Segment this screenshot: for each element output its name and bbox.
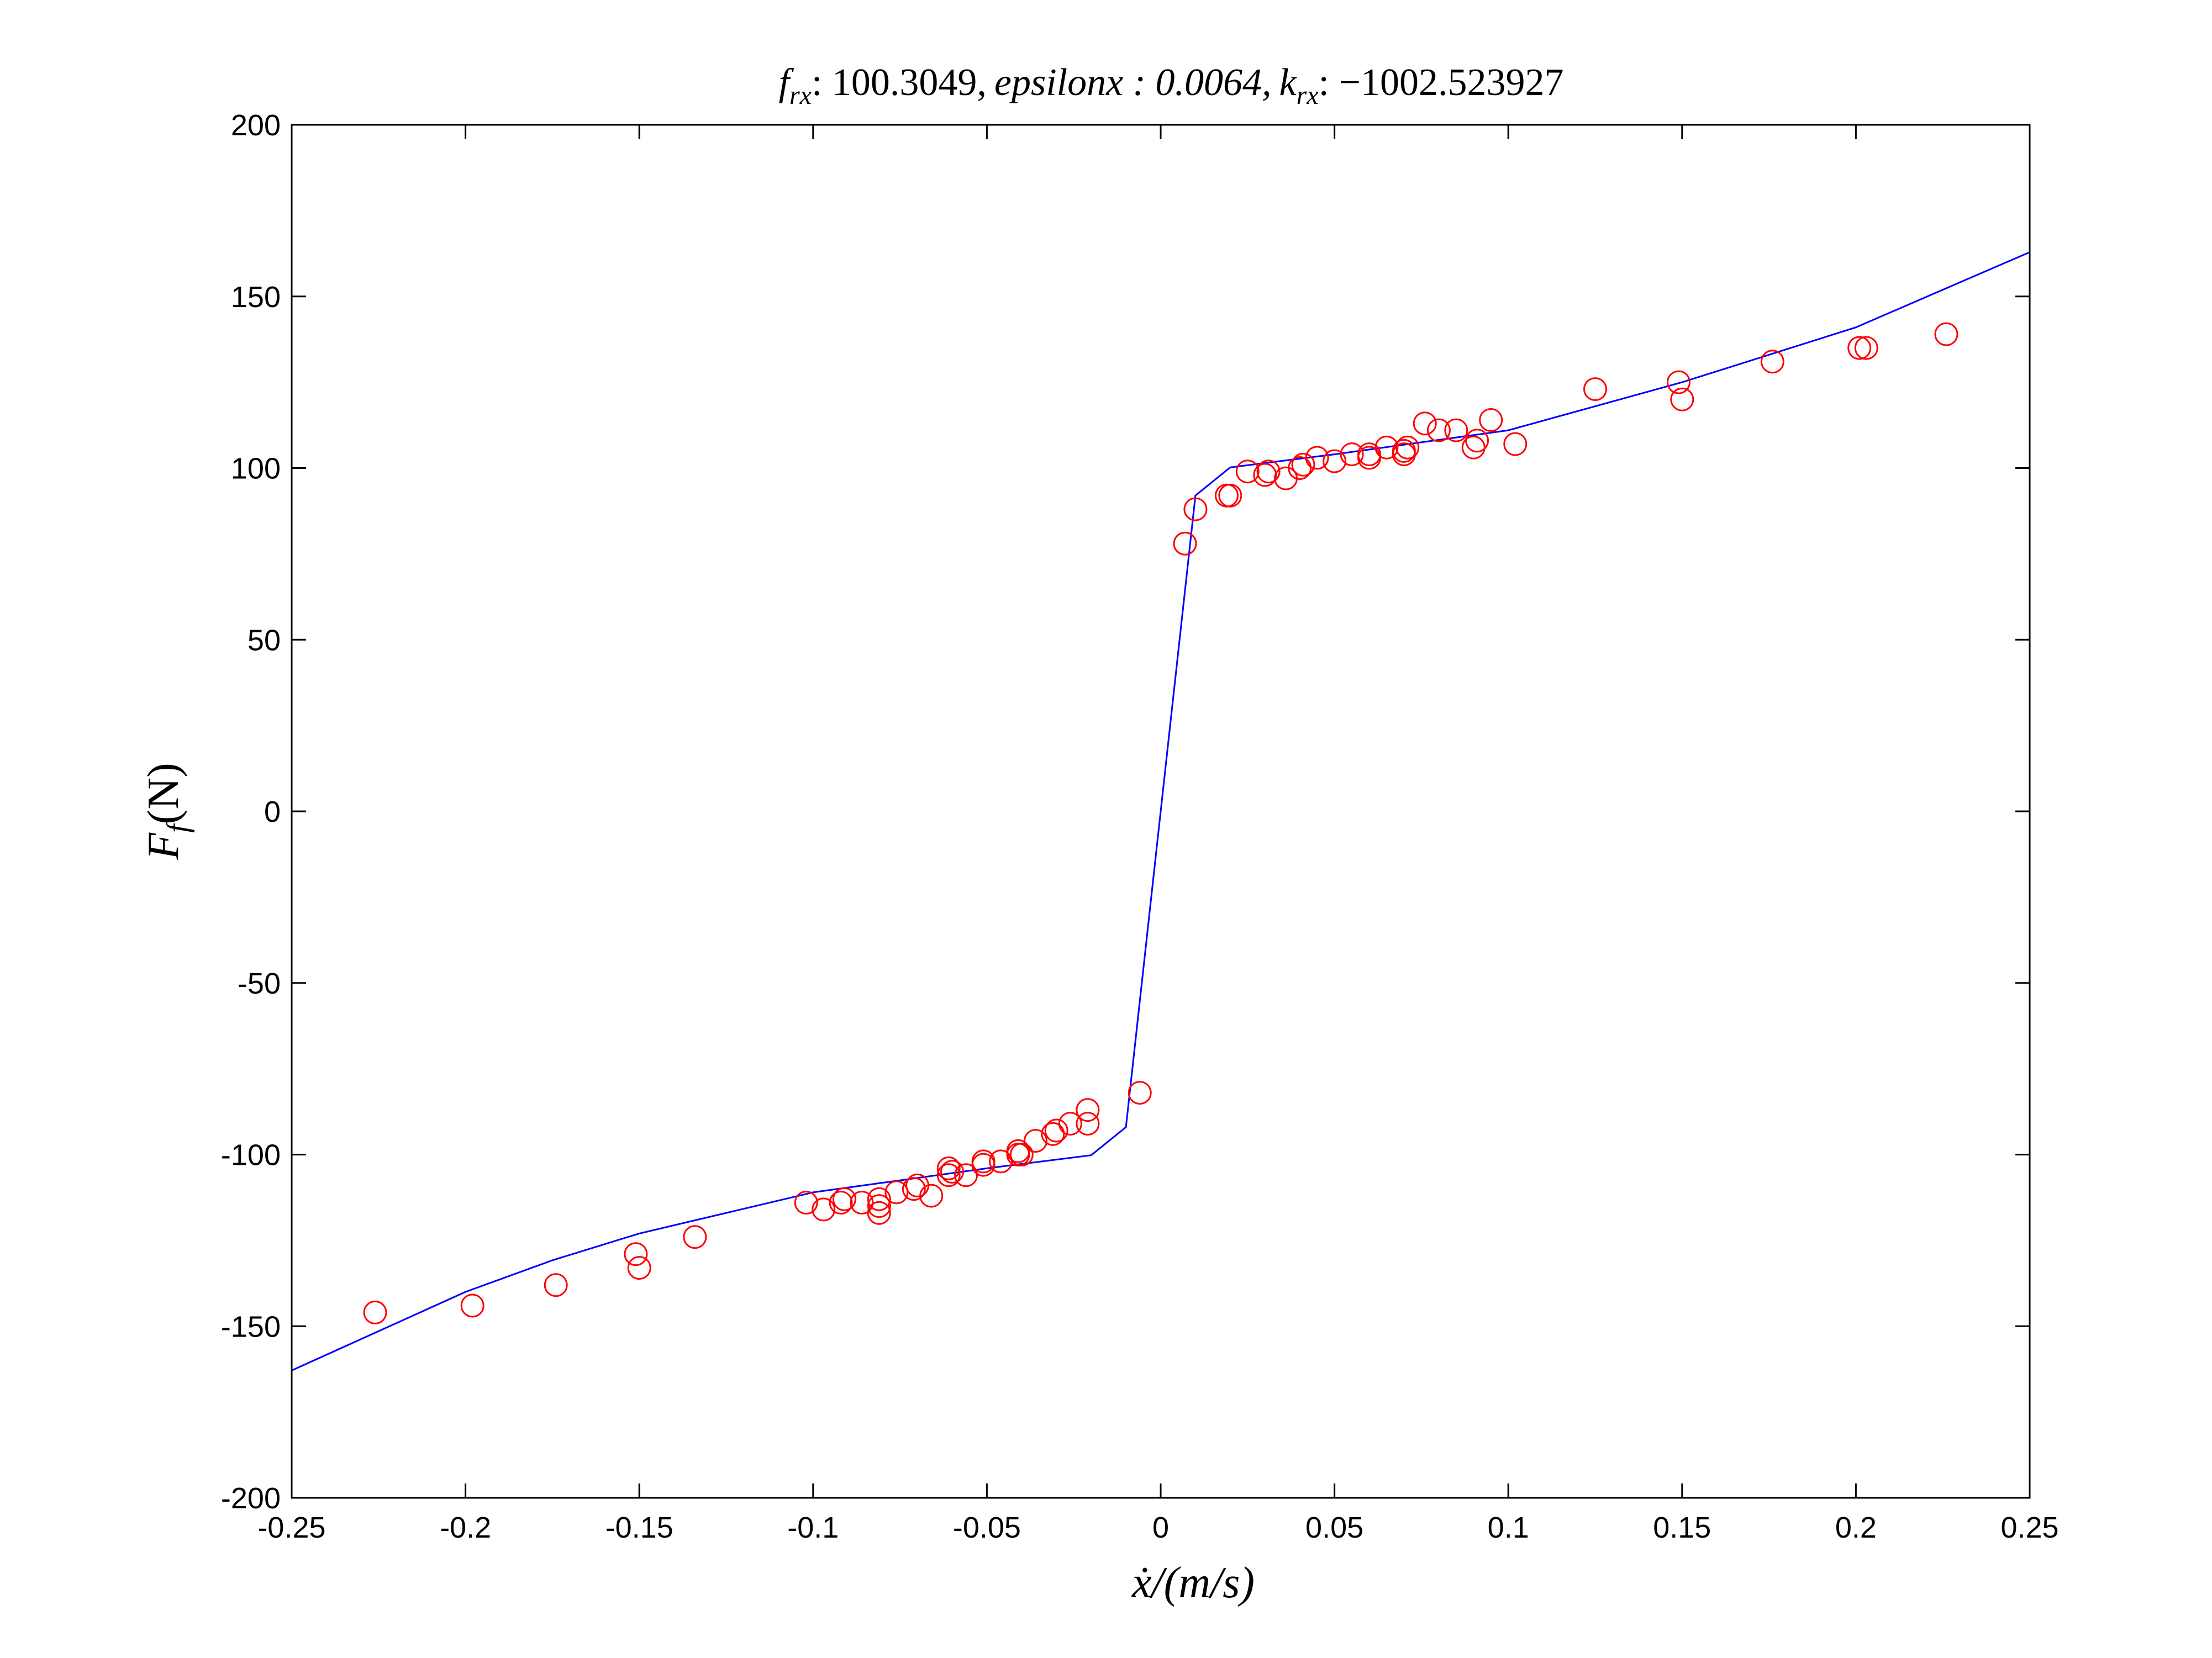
y-tick-label: 100 xyxy=(231,452,281,485)
x-tick-label: 0.25 xyxy=(2000,1511,2058,1544)
y-tick-label: -150 xyxy=(221,1310,281,1343)
x-tick-label: 0.15 xyxy=(1653,1511,1711,1544)
data-point xyxy=(1340,442,1364,467)
data-point xyxy=(1076,1112,1100,1136)
data-point xyxy=(794,1191,818,1215)
data-point xyxy=(971,1149,996,1174)
x-tick-label: -0.1 xyxy=(787,1511,839,1544)
data-point xyxy=(1847,336,1872,360)
data-point xyxy=(954,1163,978,1187)
data-point xyxy=(1024,1129,1047,1153)
data-point xyxy=(1256,460,1281,484)
data-point xyxy=(1461,435,1486,460)
data-point xyxy=(1444,418,1468,442)
data-point xyxy=(1006,1139,1030,1163)
data-point xyxy=(1426,418,1451,442)
data-point xyxy=(902,1177,926,1201)
data-point xyxy=(1009,1143,1034,1166)
data-point xyxy=(1465,429,1489,453)
data-point xyxy=(1503,432,1528,456)
data-point xyxy=(1357,442,1381,467)
data-point xyxy=(544,1273,568,1297)
y-tick-label: 0 xyxy=(264,795,281,828)
data-point xyxy=(1374,435,1399,460)
x-tick-label: 0.1 xyxy=(1488,1511,1529,1544)
data-point xyxy=(1128,1081,1152,1105)
data-point xyxy=(850,1191,874,1215)
data-point xyxy=(363,1300,387,1324)
tick-layer: -0.25 -0.2 -0.15 -0.1 -0.05 0 0.05 0.1 0.15 0.2 0.… xyxy=(221,109,2059,1544)
data-point xyxy=(940,1160,964,1184)
data-point xyxy=(919,1184,944,1208)
data-point xyxy=(1041,1122,1065,1146)
chart-title: frx: 100.3049, epsilonx : 0.0064, krx: −10… xyxy=(779,61,1564,110)
data-point xyxy=(1044,1118,1068,1143)
y-tick-label: -100 xyxy=(221,1139,281,1172)
data-point xyxy=(1934,322,1958,346)
x-tick-label: 0 xyxy=(1152,1511,1169,1544)
data-point xyxy=(1323,449,1347,473)
y-tick-label: -50 xyxy=(238,967,281,1000)
data-point xyxy=(867,1187,891,1211)
data-point xyxy=(624,1242,648,1266)
series-layer xyxy=(291,251,2030,1371)
plot-area: -0.25 -0.2 -0.15 -0.1 -0.05 0 0.05 0.1 0.15 0.2 0.… xyxy=(221,109,2059,1544)
data-point xyxy=(1395,435,1420,460)
data-point xyxy=(1173,531,1197,556)
x-tick-label: 0.2 xyxy=(1835,1511,1877,1544)
data-point xyxy=(936,1156,961,1180)
data-point xyxy=(829,1191,853,1215)
data-point xyxy=(1218,483,1242,508)
data-point xyxy=(1392,439,1416,463)
data-point xyxy=(936,1163,961,1187)
x-axis-label: ẋ/(m/s) xyxy=(1131,1559,1255,1607)
y-tick-label: 150 xyxy=(231,281,281,314)
data-point xyxy=(1667,370,1690,394)
x-tick-label: -0.25 xyxy=(257,1511,325,1544)
y-tick-label: 200 xyxy=(231,109,281,142)
data-point xyxy=(1854,336,1878,360)
data-point xyxy=(812,1197,836,1222)
data-point xyxy=(884,1180,909,1205)
data-point xyxy=(1670,387,1694,411)
y-tick-label: 50 xyxy=(247,624,281,657)
data-point xyxy=(867,1201,891,1225)
data-point xyxy=(989,1149,1013,1174)
data-point xyxy=(1305,446,1329,470)
y-tick-label: -200 xyxy=(221,1482,281,1515)
data-point xyxy=(1183,497,1208,521)
data-point xyxy=(1760,350,1784,374)
data-point xyxy=(1583,377,1607,402)
data-point xyxy=(1479,408,1503,432)
data-point xyxy=(1235,460,1260,484)
data-point xyxy=(627,1256,651,1280)
data-point xyxy=(683,1225,707,1249)
x-tick-label: 0.05 xyxy=(1305,1511,1363,1544)
y-axis-label: Ff(N) xyxy=(139,763,195,860)
data-point xyxy=(867,1194,891,1218)
x-tick-label: -0.05 xyxy=(953,1511,1021,1544)
data-point xyxy=(1291,452,1315,477)
x-tick-label: -0.15 xyxy=(605,1511,673,1544)
data-point xyxy=(1288,456,1312,480)
data-point xyxy=(1413,411,1437,436)
data-point xyxy=(832,1187,856,1211)
fit-curve xyxy=(291,251,2030,1371)
data-point xyxy=(1058,1112,1082,1136)
data-point xyxy=(1076,1098,1100,1122)
data-point xyxy=(460,1293,484,1318)
x-tick-label: -0.2 xyxy=(440,1511,491,1544)
